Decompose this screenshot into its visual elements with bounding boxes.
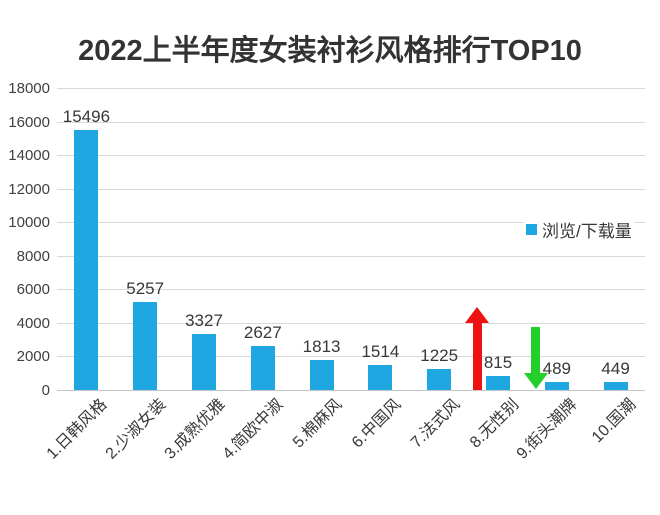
bar-10.国潮	[603, 382, 628, 390]
y-axis-tick-label: 8000	[16, 247, 50, 265]
y-axis-tick-label: 0	[41, 382, 50, 399]
gridline-14000	[57, 155, 645, 157]
down-arrow-shaft	[531, 327, 541, 373]
bar-6.中国风	[368, 364, 393, 390]
bar-value-label: 1813	[302, 336, 341, 356]
bar-1.日韩风格	[74, 130, 99, 390]
bar-3.成熟优雅	[192, 334, 216, 390]
bar-2.少淑女装	[133, 301, 158, 390]
y-axis-tick-label: 4000	[16, 314, 50, 332]
x-axis-label: 8.无性别	[466, 396, 523, 452]
gridline-0	[57, 390, 645, 391]
bar-7.法式风	[427, 369, 452, 390]
x-axis-label: 5.棉麻风	[290, 396, 346, 452]
legend-label: 浏览/下载量	[542, 222, 632, 241]
up-arrow-shaft	[472, 323, 482, 390]
x-axis-label: 4.简欧中淑	[220, 396, 287, 463]
gridline-10000	[57, 222, 645, 224]
bar-value-label: 449	[601, 359, 630, 379]
gridline-4000	[57, 322, 645, 324]
chart-title: 2022上半年度女装衬衫风格排行TOP10	[78, 35, 582, 67]
gridline-16000	[57, 121, 645, 123]
gridline-18000	[57, 88, 645, 89]
y-axis-tick-label: 18000	[8, 80, 50, 97]
up-arrow-icon	[465, 307, 489, 390]
bar-value-label: 2627	[243, 322, 282, 342]
bar-value-label: 3327	[185, 311, 223, 331]
y-axis-tick-label: 16000	[8, 113, 50, 131]
legend-swatch-icon	[526, 224, 537, 235]
gridline-6000	[57, 289, 645, 291]
up-arrow-head	[465, 307, 489, 323]
down-arrow-head	[523, 373, 548, 389]
x-axis-label: 6.中国风	[349, 396, 405, 452]
y-axis-tick-label: 14000	[8, 147, 50, 165]
bar-value-label: 1225	[420, 346, 459, 366]
bar-value-label: 15496	[62, 107, 111, 126]
x-axis-label: 1.日韩风格	[43, 396, 111, 463]
bar-value-label: 1514	[361, 341, 400, 361]
bar-value-label: 815	[483, 353, 513, 373]
bar-4.简欧中淑	[250, 345, 275, 390]
y-axis-tick-label: 6000	[16, 281, 50, 299]
bar-value-label: 5257	[126, 278, 165, 298]
bar-5.棉麻风	[309, 359, 334, 390]
legend: 浏览/下载量	[524, 216, 634, 243]
gridline-2000	[57, 356, 645, 358]
x-axis-label: 10.国潮	[589, 396, 640, 447]
x-axis-label: 3.成熟优雅	[161, 396, 229, 463]
gridline-12000	[57, 188, 645, 190]
bar-value-label: 489	[542, 358, 571, 378]
gridline-8000	[57, 255, 645, 257]
down-arrow-icon	[523, 327, 548, 389]
y-axis-tick-label: 2000	[16, 348, 50, 366]
x-axis-label: 2.少淑女装	[102, 396, 170, 463]
bar-9.街头潮牌	[544, 381, 569, 390]
y-axis-tick-label: 12000	[8, 180, 50, 198]
y-axis-tick-label: 10000	[8, 214, 50, 232]
bar-8.无性别	[486, 376, 510, 390]
x-axis-label: 9.街头潮牌	[514, 396, 581, 463]
x-axis-label: 7.法式风	[407, 396, 464, 452]
